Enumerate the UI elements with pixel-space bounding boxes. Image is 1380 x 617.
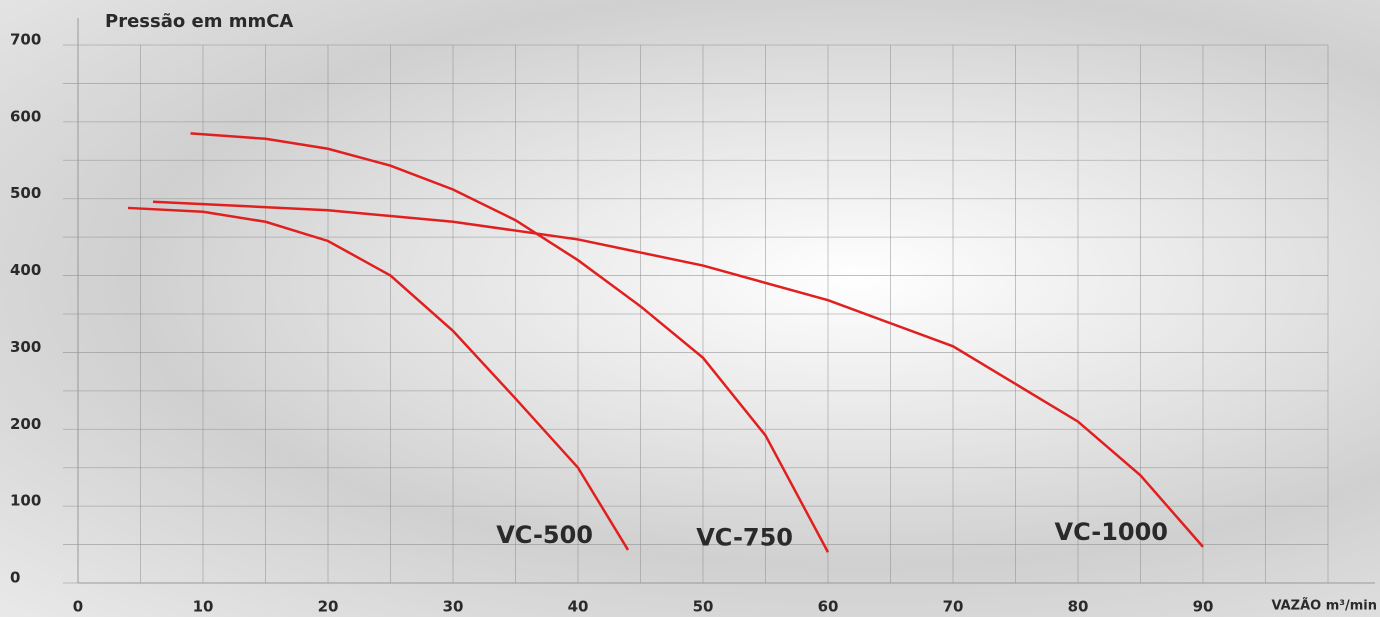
- y-tick-label: 100: [10, 492, 41, 510]
- x-tick-label: 30: [443, 598, 464, 616]
- y-tick-label: 400: [10, 261, 41, 279]
- series-label: VC-1000: [1055, 518, 1169, 546]
- x-tick-label: 50: [693, 598, 714, 616]
- y-tick-label: 300: [10, 338, 41, 356]
- x-tick-label: 10: [193, 598, 214, 616]
- x-tick-label: 90: [1193, 598, 1214, 616]
- x-axis-label: VAZÃO m³/min: [1271, 598, 1377, 614]
- x-tick-label: 70: [943, 598, 964, 616]
- curve: [190, 132, 830, 553]
- y-tick-label: 700: [10, 31, 41, 49]
- chart-title: Pressão em mmCA: [105, 11, 293, 32]
- x-tick-label: 0: [73, 598, 83, 616]
- series-label: VC-500: [496, 521, 593, 549]
- x-tick-label: 40: [568, 598, 589, 616]
- x-tick-label: 20: [318, 598, 339, 616]
- curve: [127, 206, 630, 551]
- x-tick-label: 60: [818, 598, 839, 616]
- y-tick-label: 0: [10, 569, 20, 587]
- y-tick-label: 500: [10, 184, 41, 202]
- y-tick-label: 600: [10, 107, 41, 125]
- curve: [152, 200, 1204, 548]
- series-label: VC-750: [696, 523, 793, 551]
- y-tick-label: 200: [10, 415, 41, 433]
- x-tick-label: 80: [1068, 598, 1089, 616]
